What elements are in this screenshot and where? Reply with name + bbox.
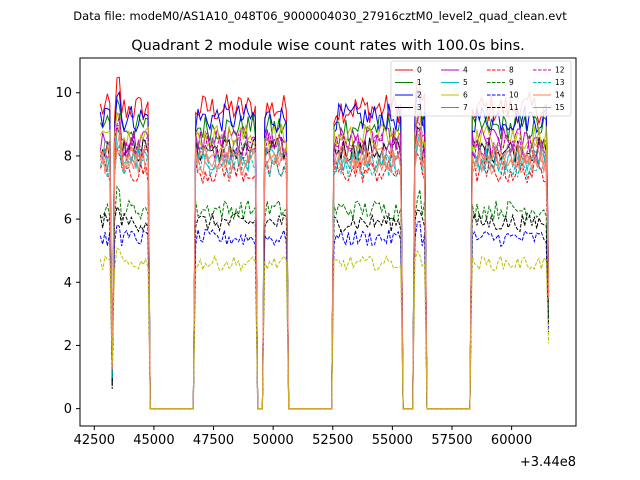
x-tick-label: 50000 <box>252 433 293 448</box>
legend-label-5: 5 <box>463 78 468 87</box>
legend-label-11: 11 <box>509 103 519 112</box>
y-tick-label: 2 <box>64 339 72 354</box>
legend-label-1: 1 <box>417 78 422 87</box>
legend-label-0: 0 <box>417 66 422 75</box>
legend-label-2: 2 <box>417 91 422 100</box>
y-axis: 0 2 4 6 8 10 <box>55 86 80 417</box>
chart-suptitle: Data file: modeM0/AS1A10_048T06_90000040… <box>73 9 567 23</box>
legend-label-15: 15 <box>555 103 565 112</box>
x-tick-label: 42500 <box>74 433 115 448</box>
y-tick-label: 10 <box>55 86 72 101</box>
legend-label-12: 12 <box>555 66 565 75</box>
legend-label-13: 13 <box>555 78 565 87</box>
legend-label-3: 3 <box>417 103 422 112</box>
y-tick-label: 8 <box>64 149 72 164</box>
plot-frame <box>79 57 577 427</box>
y-tick-label: 6 <box>64 213 72 228</box>
x-tick-label: 45000 <box>133 433 174 448</box>
legend-label-9: 9 <box>509 78 514 87</box>
y-tick-label: 4 <box>64 276 72 291</box>
legend-label-6: 6 <box>463 91 468 100</box>
x-tick-label: 57500 <box>431 433 472 448</box>
x-tick-label: 60000 <box>491 433 532 448</box>
legend-label-7: 7 <box>463 103 468 112</box>
chart-title: Quadrant 2 module wise count rates with … <box>131 38 525 54</box>
x-tick-label: 52500 <box>312 433 353 448</box>
x-tick-label: 55000 <box>372 433 413 448</box>
legend-label-14: 14 <box>555 91 565 100</box>
legend-label-4: 4 <box>463 66 468 75</box>
x-axis: 42500 45000 47500 50000 52500 55000 57500 60000 <box>74 426 532 448</box>
y-tick-label: 0 <box>64 402 72 417</box>
legend-label-10: 10 <box>509 91 519 100</box>
x-offset-label: +3.44e8 <box>520 455 576 470</box>
series-layer <box>99 76 550 410</box>
x-tick-label: 47500 <box>193 433 234 448</box>
legend-label-8: 8 <box>509 66 514 75</box>
legend-frame <box>390 60 572 117</box>
series-line-16 <box>99 247 550 410</box>
